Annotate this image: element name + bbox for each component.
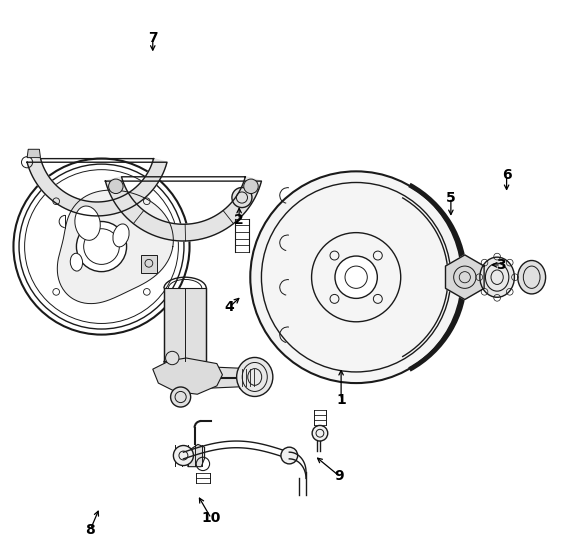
Polygon shape — [27, 150, 41, 158]
Circle shape — [166, 351, 179, 365]
Text: 4: 4 — [225, 300, 234, 314]
Circle shape — [174, 446, 194, 465]
Text: 10: 10 — [202, 511, 221, 525]
Ellipse shape — [70, 253, 83, 271]
Ellipse shape — [518, 260, 545, 294]
Ellipse shape — [237, 357, 273, 396]
Polygon shape — [57, 190, 173, 304]
Polygon shape — [446, 255, 484, 300]
Circle shape — [232, 188, 252, 208]
Text: 8: 8 — [85, 522, 95, 536]
Polygon shape — [164, 288, 206, 361]
Text: 1: 1 — [336, 393, 346, 407]
Polygon shape — [239, 367, 250, 388]
Text: 6: 6 — [502, 168, 512, 182]
Polygon shape — [27, 158, 167, 216]
Ellipse shape — [480, 257, 515, 297]
Text: 5: 5 — [446, 190, 456, 204]
Polygon shape — [153, 358, 222, 394]
Circle shape — [109, 179, 123, 194]
Polygon shape — [188, 445, 205, 466]
Ellipse shape — [113, 224, 129, 247]
Polygon shape — [172, 365, 261, 390]
Circle shape — [281, 447, 297, 464]
Ellipse shape — [75, 206, 100, 240]
Circle shape — [13, 158, 190, 335]
Circle shape — [312, 426, 328, 441]
Text: 9: 9 — [335, 469, 344, 483]
Text: 7: 7 — [148, 31, 158, 45]
Text: 3: 3 — [496, 258, 506, 272]
Polygon shape — [105, 177, 261, 241]
Circle shape — [244, 179, 258, 194]
Circle shape — [250, 171, 462, 383]
Circle shape — [76, 222, 127, 272]
Text: 2: 2 — [234, 213, 244, 227]
Polygon shape — [140, 255, 157, 273]
Circle shape — [335, 256, 378, 298]
Circle shape — [171, 387, 191, 407]
